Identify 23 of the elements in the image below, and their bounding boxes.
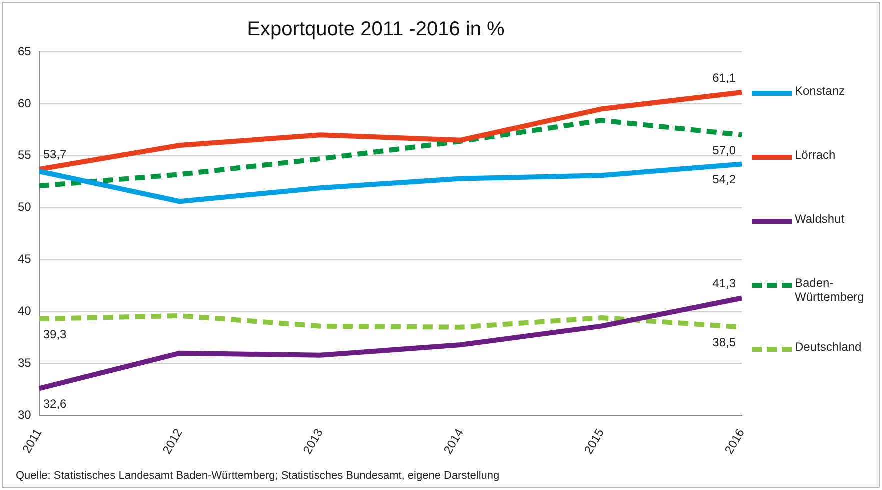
data-label: 54,2 <box>712 172 736 187</box>
data-label: 53,7 <box>43 148 68 162</box>
y-tick-label: 45 <box>18 252 32 266</box>
data-label: 61,1 <box>712 70 736 85</box>
data-label: 39,3 <box>43 327 68 342</box>
legend-label: Deutschland <box>795 340 862 354</box>
y-tick-label: 35 <box>18 356 32 370</box>
legend-label: Lörrach <box>795 148 836 162</box>
data-label: 41,3 <box>712 276 736 291</box>
legend-label: Baden-Württemberg <box>795 276 866 304</box>
y-tick-label: 60 <box>18 96 32 110</box>
y-tick-label: 50 <box>18 200 32 214</box>
y-tick-label: 40 <box>18 304 32 318</box>
data-label: 32,6 <box>43 396 68 411</box>
chart-title: Exportquote 2011 -2016 in % <box>247 18 506 41</box>
source-note: Quelle: Statistisches Landesamt Baden-Württemberg; Statistisches Bundesamt, eigene Darstellung <box>16 470 500 482</box>
y-tick-label: 30 <box>18 408 32 422</box>
y-tick-label: 55 <box>18 148 32 162</box>
legend-label: Konstanz <box>795 84 846 98</box>
data-label: 38,5 <box>712 336 736 350</box>
y-tick-label: 65 <box>18 44 32 58</box>
data-label: 57,0 <box>712 143 736 158</box>
legend-label: Waldshut <box>795 212 845 226</box>
